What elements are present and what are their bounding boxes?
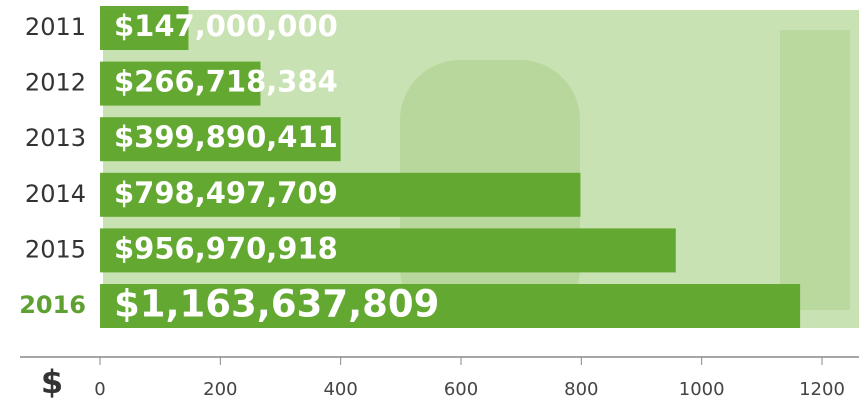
x-tick-label: 400 <box>323 379 357 400</box>
y-tick-label: 2011 <box>25 13 86 41</box>
x-tick-label: 200 <box>203 379 237 400</box>
x-tick-label: 600 <box>444 379 478 400</box>
x-tick-label: 800 <box>564 379 598 400</box>
y-tick-label: 2016 <box>19 291 86 319</box>
x-tick-label: 0 <box>94 379 105 400</box>
value-label: $1,163,637,809 <box>114 283 439 326</box>
value-label: $266,718,384 <box>114 65 338 99</box>
value-label: $147,000,000 <box>114 9 338 43</box>
x-axis-label: $ <box>41 363 63 401</box>
y-tick-label: 2015 <box>25 235 86 263</box>
y-tick-label: 2012 <box>25 69 86 97</box>
bar <box>100 6 189 50</box>
x-tick-label: 1000 <box>679 379 725 400</box>
value-label: $798,497,709 <box>114 176 338 210</box>
x-tick-label: 1200 <box>799 379 845 400</box>
bar <box>100 117 341 162</box>
value-label: $399,890,411 <box>114 120 338 154</box>
bar <box>100 228 676 273</box>
y-tick-label: 2014 <box>25 180 86 208</box>
bar <box>100 61 261 106</box>
value-label: $956,970,918 <box>114 231 338 265</box>
bar <box>100 284 801 328</box>
y-tick-label: 2013 <box>25 124 86 152</box>
bill-edge <box>780 30 850 310</box>
bar <box>100 172 581 217</box>
